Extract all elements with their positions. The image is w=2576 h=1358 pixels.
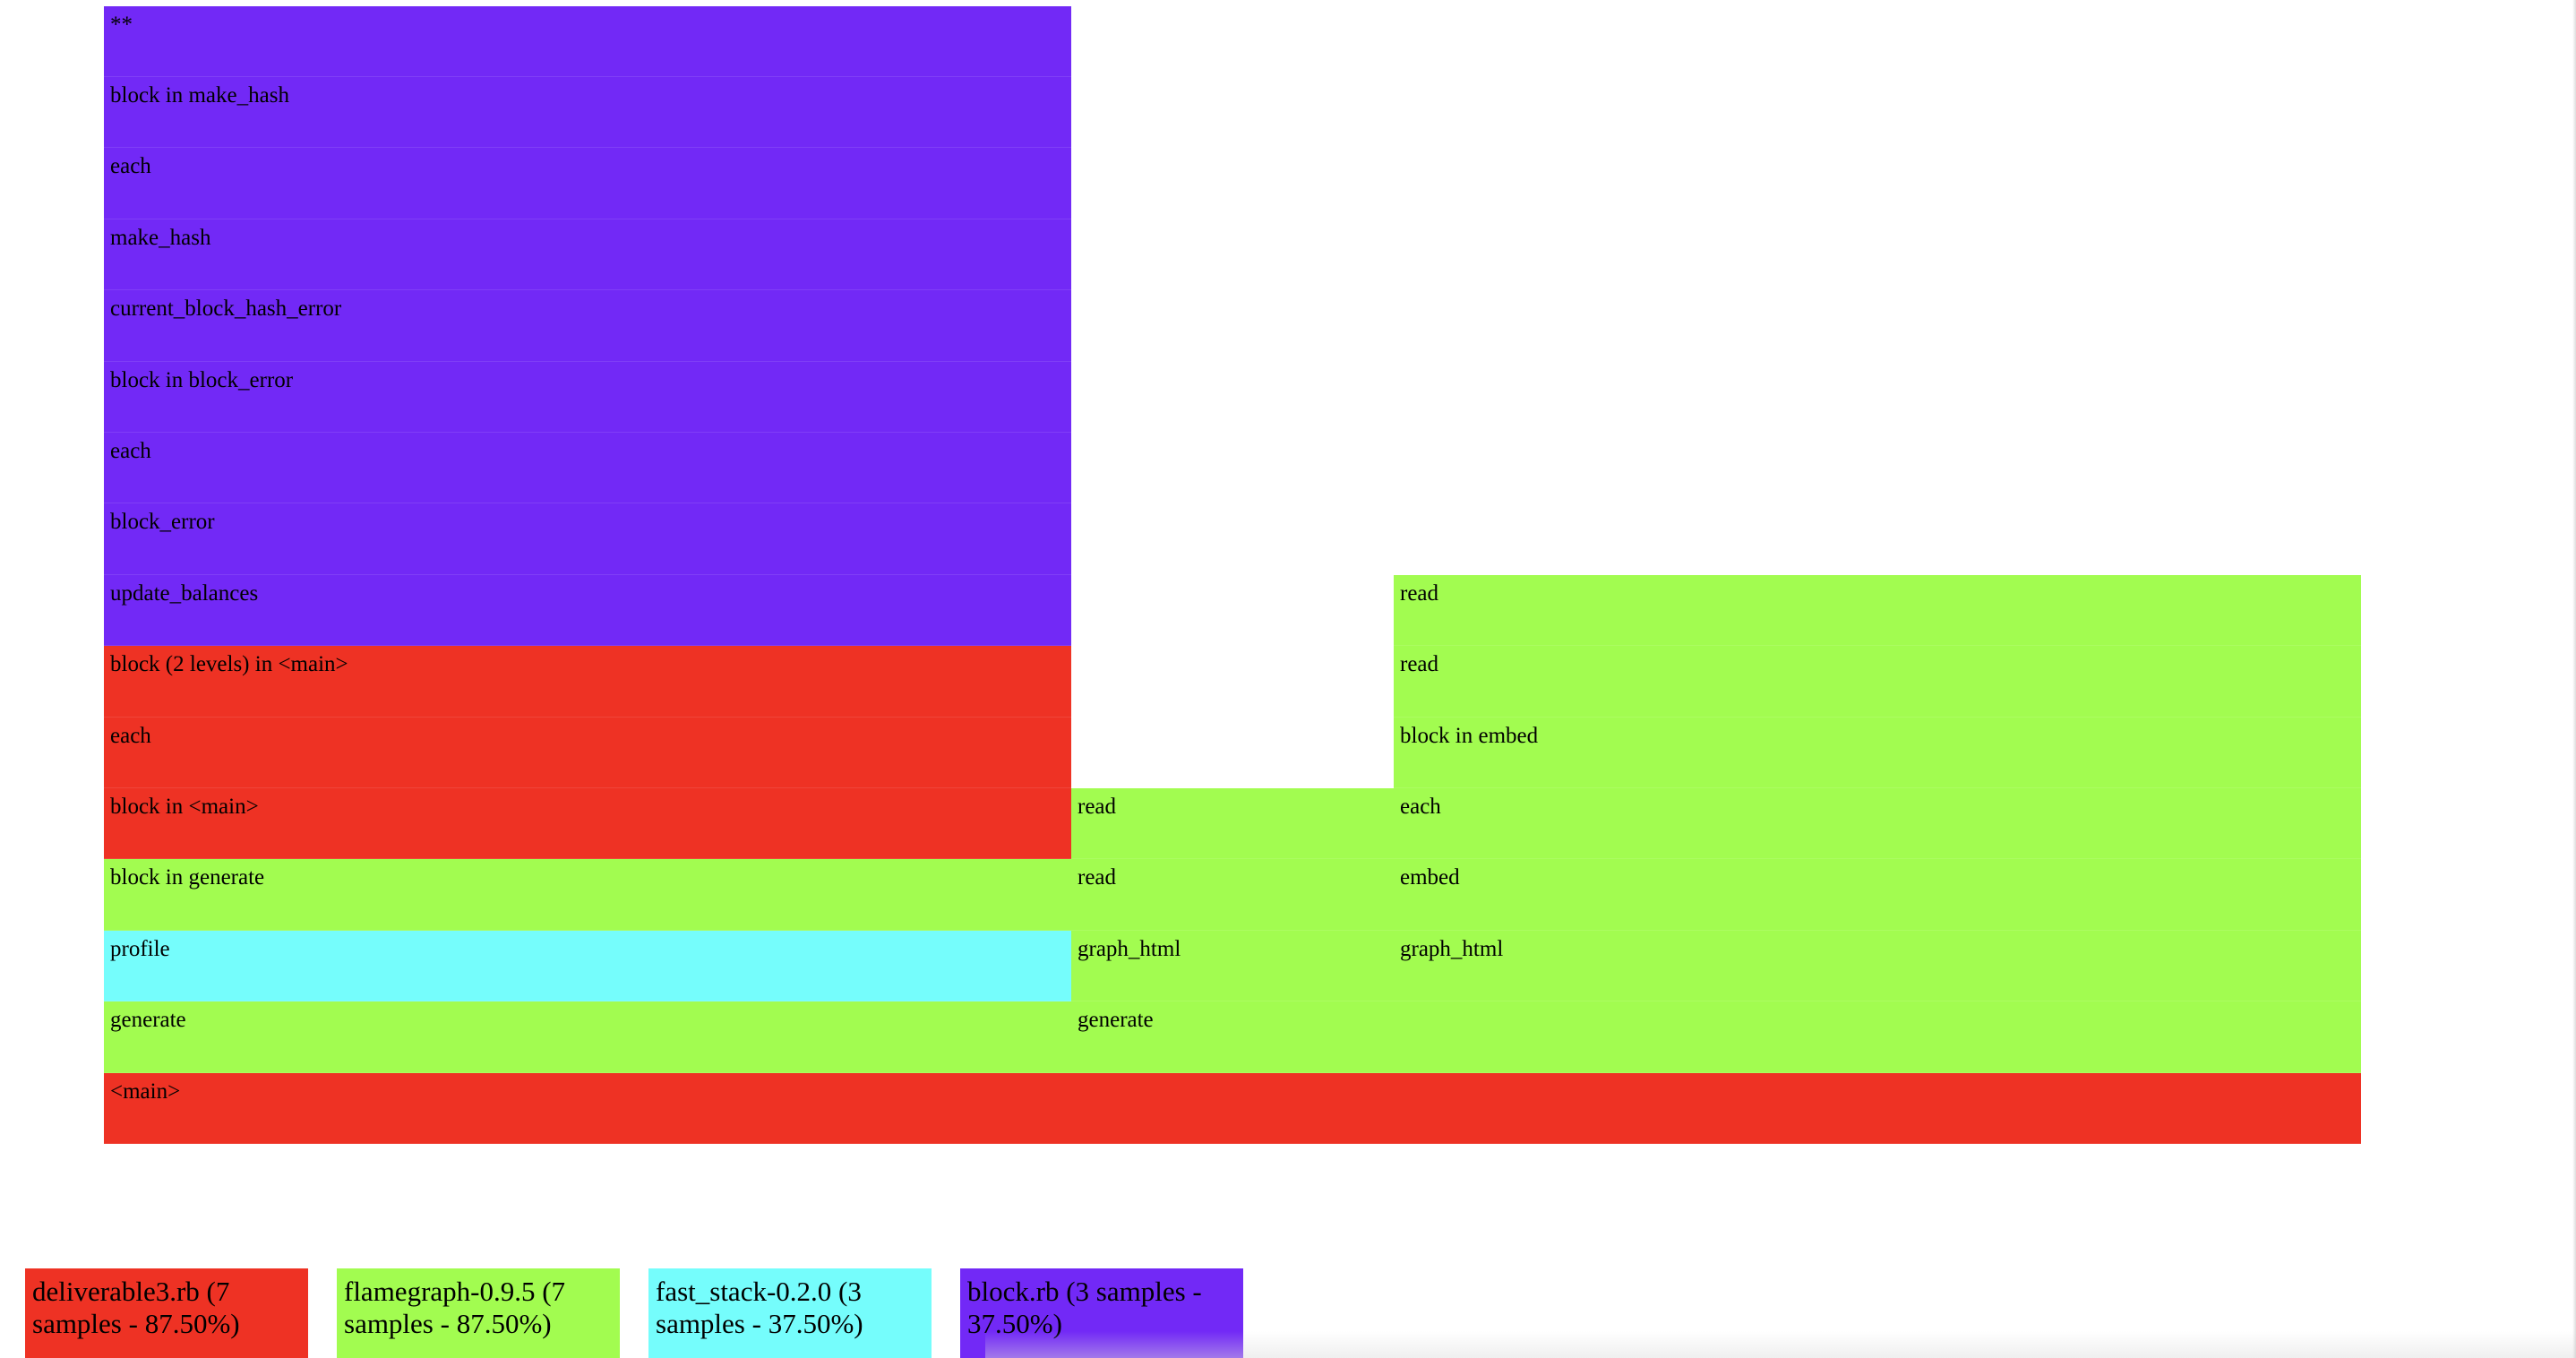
flame-frame[interactable]: read — [1394, 574, 2361, 647]
flame-frame[interactable]: block in generate — [104, 859, 1071, 931]
flame-frame[interactable]: <main> — [104, 1072, 2361, 1144]
legend-item[interactable]: fast_stack-0.2.0 (3 samples - 37.50%) — [648, 1268, 932, 1358]
flame-frame[interactable]: each — [1394, 788, 2361, 860]
legend-item[interactable]: deliverable3.rb (7 samples - 87.50%) — [25, 1268, 308, 1358]
flame-frame[interactable]: each — [104, 148, 1071, 219]
flame-frame[interactable]: read — [1071, 788, 1394, 860]
flame-frame[interactable]: block (2 levels) in <main> — [104, 646, 1071, 718]
flame-frame[interactable]: block in block_error — [104, 361, 1071, 433]
flamegraph-chart: <main> generate generate profile graph_html g… — [104, 5, 2361, 1144]
scrollbar-track[interactable] — [2572, 0, 2576, 1358]
flame-frame[interactable]: block in embed — [1394, 717, 2361, 788]
flame-frame[interactable]: graph_html — [1394, 930, 2361, 1002]
flame-frame[interactable]: block in make_hash — [104, 77, 1071, 149]
legend-item[interactable]: flamegraph-0.9.5 (7 samples - 87.50%) — [337, 1268, 620, 1358]
flame-frame[interactable]: ** — [104, 5, 1071, 77]
flame-frame[interactable]: profile — [104, 930, 1071, 1002]
flame-frame[interactable]: update_balances — [104, 574, 1071, 647]
flame-frame[interactable]: generate — [1071, 1001, 2361, 1073]
flame-frame[interactable]: embed — [1394, 859, 2361, 931]
flame-frame[interactable]: graph_html — [1071, 930, 1394, 1002]
flame-frame[interactable]: generate — [104, 1001, 1071, 1073]
legend: deliverable3.rb (7 samples - 87.50%) flam… — [0, 1268, 2576, 1358]
flame-frame[interactable]: each — [104, 433, 1071, 504]
flame-frame[interactable]: block_error — [104, 503, 1071, 575]
legend-item[interactable]: block.rb (3 samples - 37.50%) — [960, 1268, 1243, 1358]
flame-frame[interactable]: read — [1394, 646, 2361, 718]
flame-frame[interactable]: each — [104, 717, 1071, 788]
flame-frame[interactable]: current_block_hash_error — [104, 290, 1071, 362]
flame-frame[interactable]: read — [1071, 859, 1394, 931]
flame-frame[interactable]: make_hash — [104, 219, 1071, 291]
flame-frame[interactable]: block in <main> — [104, 788, 1071, 860]
